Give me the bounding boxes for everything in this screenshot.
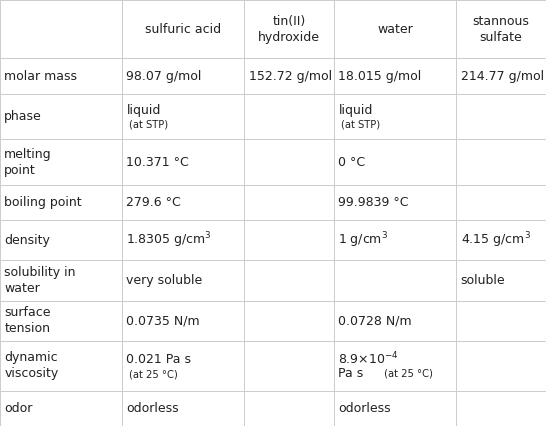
Text: Pa s: Pa s [339,367,364,380]
Text: surface
tension: surface tension [4,306,51,335]
Text: odorless: odorless [339,402,391,415]
Text: dynamic
viscosity: dynamic viscosity [4,351,58,380]
Text: 1.8305 g/cm$^3$: 1.8305 g/cm$^3$ [127,230,212,250]
Text: density: density [4,234,50,247]
Text: (at 25 °C): (at 25 °C) [381,369,433,379]
Text: 0.0728 N/m: 0.0728 N/m [339,314,412,327]
Text: 98.07 g/mol: 98.07 g/mol [127,69,202,83]
Text: 8.9$\times$10$^{-4}$: 8.9$\times$10$^{-4}$ [339,351,399,368]
Text: 18.015 g/mol: 18.015 g/mol [339,69,422,83]
Text: liquid: liquid [127,104,161,118]
Text: 1 g/cm$^3$: 1 g/cm$^3$ [339,230,389,250]
Text: stannous
sulfate: stannous sulfate [473,15,530,44]
Text: 214.77 g/mol: 214.77 g/mol [461,69,544,83]
Text: 4.15 g/cm$^3$: 4.15 g/cm$^3$ [461,230,531,250]
Text: 279.6 °C: 279.6 °C [127,196,181,209]
Text: 0 °C: 0 °C [339,155,366,169]
Text: 0.0735 N/m: 0.0735 N/m [127,314,200,327]
Text: 0.021 Pa s: 0.021 Pa s [127,354,192,366]
Text: very soluble: very soluble [127,274,203,287]
Text: odor: odor [4,402,33,415]
Text: molar mass: molar mass [4,69,78,83]
Text: solubility in
water: solubility in water [4,266,76,295]
Text: boiling point: boiling point [4,196,82,209]
Text: sulfuric acid: sulfuric acid [145,23,221,36]
Text: (at STP): (at STP) [129,120,168,130]
Text: 152.72 g/mol: 152.72 g/mol [248,69,332,83]
Text: water: water [377,23,413,36]
Text: liquid: liquid [339,104,373,118]
Text: phase: phase [4,110,42,123]
Text: (at 25 °C): (at 25 °C) [129,370,178,380]
Text: 10.371 °C: 10.371 °C [127,155,189,169]
Text: (at STP): (at STP) [341,120,380,130]
Text: tin(II)
hydroxide: tin(II) hydroxide [258,15,320,44]
Text: melting
point: melting point [4,148,52,177]
Text: odorless: odorless [127,402,179,415]
Text: soluble: soluble [461,274,505,287]
Text: 99.9839 °C: 99.9839 °C [339,196,409,209]
